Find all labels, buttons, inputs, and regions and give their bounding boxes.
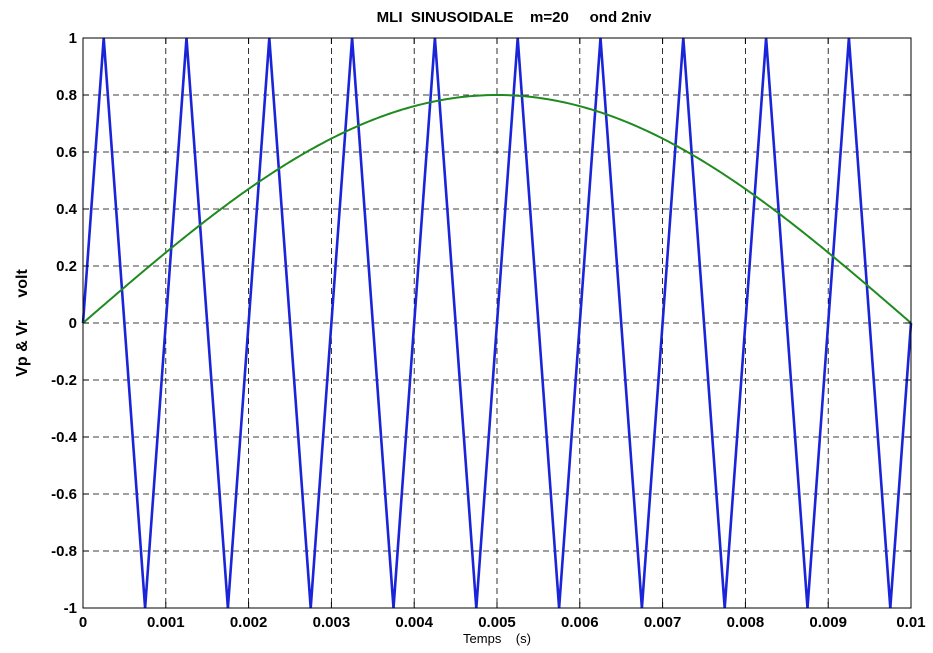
- reference-point: [827, 252, 829, 254]
- reference-point: [869, 286, 871, 288]
- reference-point: [330, 138, 332, 140]
- y-tick-label: -0.8: [51, 543, 77, 560]
- x-tick-label: 0.008: [727, 614, 765, 631]
- reference-point: [744, 188, 747, 190]
- reference-point: [703, 161, 705, 163]
- x-tick-label: 0.005: [478, 614, 516, 631]
- y-tick-label: 0.6: [56, 144, 77, 161]
- y-tick-label: -0.4: [51, 429, 78, 446]
- x-tick-label: 0.006: [561, 614, 599, 631]
- x-tick-label: 0.007: [644, 614, 682, 631]
- reference-point: [496, 94, 498, 96]
- y-tick-label: 0.8: [56, 87, 77, 104]
- x-tick-label: 0.009: [809, 614, 847, 631]
- y-tick-label: 1: [69, 30, 77, 47]
- y-tick-label: 0.2: [56, 258, 77, 275]
- x-tick-label: 0.004: [395, 614, 433, 631]
- y-tick-label: 0: [69, 315, 77, 332]
- x-axis-ticks: 0 0.001 0.002 0.003 0.004 0.005 0.006 0.007 0.00…: [79, 38, 926, 631]
- reference-point: [455, 97, 457, 99]
- x-tick-label: 0.002: [230, 614, 268, 631]
- reference-point: [372, 119, 374, 121]
- x-axis-label: Temps (s): [463, 631, 531, 646]
- reference-point: [165, 252, 167, 254]
- reference-point: [123, 286, 125, 288]
- y-tick-label: -0.6: [51, 486, 77, 503]
- reference-point: [206, 218, 208, 221]
- reference-point: [620, 119, 622, 121]
- x-tick-label: 0.01: [896, 614, 925, 631]
- reference-point: [662, 138, 664, 140]
- y-tick-label: -1: [64, 600, 77, 617]
- x-tick-label: 0.003: [313, 614, 351, 631]
- reference-point: [248, 188, 250, 190]
- y-axis-ticks: 1 0.8 0.6 0.4 0.2 0 -0.2 -0.4 -0.6 -0.8 -1: [51, 30, 911, 617]
- reference-point: [537, 97, 540, 99]
- series-reference: [82, 93, 912, 324]
- x-tick-label: 0: [79, 614, 87, 631]
- y-axis-label: Vp & Vr volt: [14, 269, 31, 377]
- reference-point: [786, 218, 788, 221]
- x-tick-label: 0.001: [147, 614, 185, 631]
- carrier-line: [81, 37, 913, 609]
- reference-point: [579, 105, 581, 107]
- reference-point: [289, 161, 291, 163]
- y-tick-label: 0.4: [56, 201, 78, 218]
- chart-title: MLI SINUSOIDALE m=20 ond 2niv: [377, 9, 652, 26]
- reference-point: [413, 105, 415, 107]
- y-tick-label: -0.2: [51, 372, 77, 389]
